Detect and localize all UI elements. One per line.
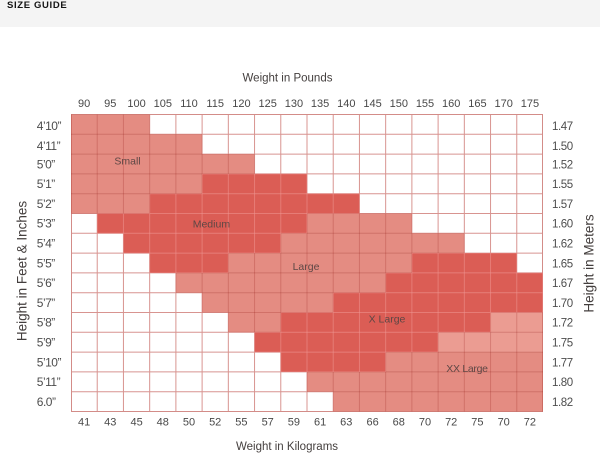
svg-text:1.60: 1.60 — [552, 219, 573, 231]
svg-text:5’10”: 5’10” — [37, 355, 62, 369]
svg-text:Height in Meters: Height in Meters — [582, 214, 597, 313]
svg-text:155: 155 — [416, 98, 434, 110]
svg-text:57: 57 — [262, 417, 274, 429]
svg-text:1.55: 1.55 — [552, 179, 573, 191]
svg-text:145: 145 — [363, 98, 381, 110]
svg-text:160: 160 — [442, 98, 460, 110]
svg-text:68: 68 — [393, 417, 405, 429]
svg-text:1.52: 1.52 — [552, 159, 573, 171]
svg-text:Weight in Pounds: Weight in Pounds — [243, 73, 333, 85]
svg-text:175: 175 — [521, 98, 539, 110]
svg-text:5’11”: 5’11” — [37, 375, 61, 389]
svg-text:55: 55 — [235, 417, 247, 429]
svg-text:1.62: 1.62 — [552, 239, 573, 251]
svg-text:1.75: 1.75 — [552, 338, 573, 350]
svg-text:5’9”: 5’9” — [37, 336, 56, 350]
svg-text:59: 59 — [288, 417, 300, 429]
svg-text:72: 72 — [524, 417, 536, 429]
svg-text:6.0”: 6.0” — [37, 395, 56, 409]
svg-text:Large: Large — [293, 261, 320, 273]
svg-text:1.77: 1.77 — [552, 357, 573, 369]
svg-text:120: 120 — [232, 98, 250, 110]
svg-text:Medium: Medium — [193, 219, 231, 231]
svg-text:5’2”: 5’2” — [37, 197, 56, 211]
svg-text:140: 140 — [337, 98, 355, 110]
svg-text:X Large: X Large — [369, 314, 406, 326]
svg-text:95: 95 — [104, 98, 116, 110]
svg-text:90: 90 — [78, 98, 90, 110]
svg-text:70: 70 — [419, 417, 431, 429]
svg-text:5’3”: 5’3” — [37, 217, 56, 231]
svg-text:1.82: 1.82 — [552, 397, 573, 409]
svg-text:1.65: 1.65 — [552, 258, 573, 270]
svg-text:170: 170 — [495, 98, 513, 110]
svg-text:45: 45 — [130, 417, 142, 429]
svg-text:48: 48 — [157, 417, 169, 429]
svg-text:5’0”: 5’0” — [37, 157, 56, 171]
svg-text:63: 63 — [340, 417, 352, 429]
svg-text:61: 61 — [314, 417, 326, 429]
svg-text:1.72: 1.72 — [552, 318, 573, 330]
svg-text:1.67: 1.67 — [552, 278, 573, 290]
svg-text:5’7”: 5’7” — [37, 296, 56, 310]
svg-text:115: 115 — [206, 98, 224, 110]
svg-text:5’1”: 5’1” — [37, 177, 56, 191]
svg-text:5’8”: 5’8” — [37, 316, 56, 330]
svg-text:52: 52 — [209, 417, 221, 429]
svg-text:135: 135 — [311, 98, 329, 110]
svg-text:4’11”: 4’11” — [37, 139, 61, 153]
svg-text:72: 72 — [445, 417, 457, 429]
svg-text:4’10”: 4’10” — [37, 119, 62, 133]
svg-text:125: 125 — [259, 98, 277, 110]
svg-text:165: 165 — [468, 98, 486, 110]
svg-text:5’4”: 5’4” — [37, 237, 56, 251]
svg-text:66: 66 — [366, 417, 378, 429]
svg-text:70: 70 — [498, 417, 510, 429]
svg-text:1.50: 1.50 — [552, 141, 573, 153]
svg-text:75: 75 — [471, 417, 483, 429]
svg-text:130: 130 — [285, 98, 303, 110]
svg-text:150: 150 — [390, 98, 408, 110]
svg-text:1.57: 1.57 — [552, 199, 573, 211]
svg-text:1.80: 1.80 — [552, 377, 573, 389]
svg-text:5’5”: 5’5” — [37, 256, 56, 270]
svg-text:Small: Small — [114, 156, 140, 168]
svg-text:110: 110 — [180, 98, 198, 110]
svg-text:Weight in Kilograms: Weight in Kilograms — [236, 441, 338, 453]
svg-text:Height in Feet & Inches: Height in Feet & Inches — [15, 201, 30, 342]
svg-text:41: 41 — [78, 417, 90, 429]
svg-text:43: 43 — [104, 417, 116, 429]
svg-text:50: 50 — [183, 417, 195, 429]
svg-text:1.70: 1.70 — [552, 298, 573, 310]
svg-text:XX Large: XX Large — [446, 363, 488, 375]
svg-text:1.47: 1.47 — [552, 121, 573, 133]
svg-text:105: 105 — [154, 98, 172, 110]
svg-text:100: 100 — [127, 98, 145, 110]
svg-text:5’6”: 5’6” — [37, 276, 56, 290]
